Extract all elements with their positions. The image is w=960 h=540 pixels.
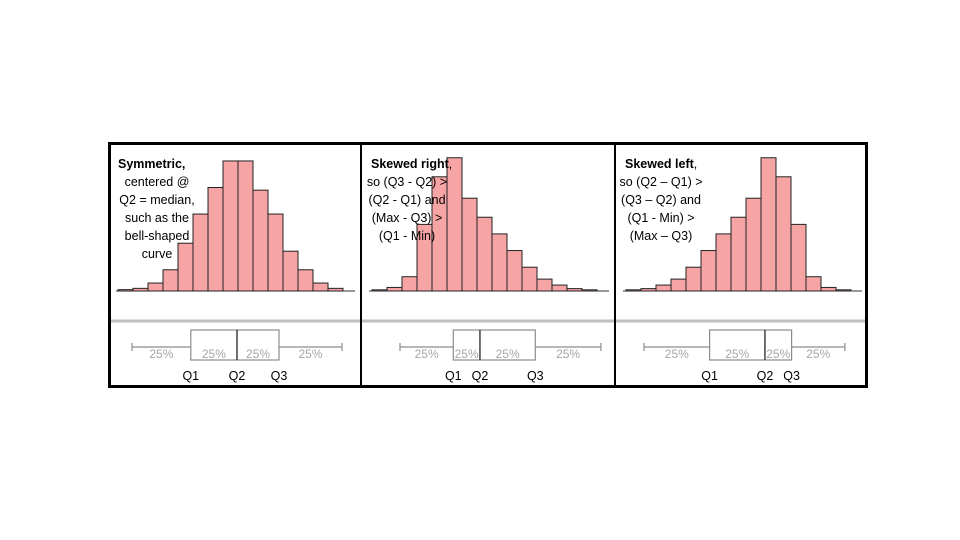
histogram-bar	[835, 289, 852, 292]
histogram-bar	[207, 187, 224, 292]
histogram-bar	[371, 289, 388, 292]
caption-line: curve	[142, 247, 173, 261]
caption-title-bold: Skewed left	[625, 157, 695, 171]
histogram-bar	[566, 288, 583, 292]
chart-panel-2: Skewed right,so (Q3 - Q2) >(Q2 - Q1) and…	[367, 157, 609, 383]
caption-title: Skewed left,	[625, 157, 697, 171]
chart-panel-1: Symmetric, centered @ Q2 = median, such as …	[116, 157, 355, 383]
quarter-percent-label: 25%	[202, 347, 226, 361]
box-iqr	[452, 329, 536, 361]
histogram-bar	[267, 213, 284, 292]
histogram-bar	[117, 289, 134, 292]
histogram-bar	[640, 288, 657, 292]
quarter-percent-label: 25%	[665, 347, 689, 361]
histogram-bar	[237, 160, 254, 292]
histogram-bar	[521, 266, 538, 292]
box-iqr	[190, 329, 280, 361]
histogram-bar	[461, 197, 478, 292]
histogram-bar	[297, 269, 314, 292]
caption-line: (Q2 - Q1) and	[368, 193, 445, 207]
histogram-bar	[401, 276, 418, 292]
quartile-label-q2: Q2	[472, 369, 489, 383]
outer-frame	[108, 142, 868, 388]
quartile-label-q3: Q3	[271, 369, 288, 383]
caption-line: centered @	[125, 175, 190, 189]
quarter-percent-label: 25%	[246, 347, 270, 361]
distribution-comparison-figure: Symmetric, centered @ Q2 = median, such as …	[108, 142, 868, 388]
caption-line: (Max – Q3)	[630, 229, 693, 243]
caption-title-rest: ,	[694, 157, 697, 171]
quartile-label-q1: Q1	[182, 369, 199, 383]
histogram-bar	[820, 286, 837, 292]
quarter-percent-label: 25%	[556, 347, 580, 361]
histogram-bar	[446, 157, 463, 292]
caption-title-bold: Skewed right	[371, 157, 450, 171]
caption-title-rest: ,	[449, 157, 452, 171]
quarter-percent-label: 25%	[455, 347, 479, 361]
figure-svg: Symmetric, centered @ Q2 = median, such as …	[108, 142, 868, 388]
histogram-bar	[760, 157, 777, 292]
caption-line: such as the	[125, 211, 189, 225]
histogram-bar	[655, 284, 672, 292]
histogram-bar	[745, 197, 762, 292]
histogram-bar	[252, 189, 269, 292]
histogram-bar	[162, 269, 179, 292]
quarter-percent-label: 25%	[806, 347, 830, 361]
histogram-bar	[581, 289, 598, 292]
caption-line: (Q1 - Min) >	[627, 211, 694, 225]
histogram-bar	[312, 282, 329, 292]
quarter-percent-label: 25%	[766, 347, 790, 361]
quartile-label-q3: Q3	[783, 369, 800, 383]
chart-panel-3: Skewed left, so (Q2 – Q1) > (Q3 – Q2) and (…	[619, 157, 862, 383]
histogram-bar	[730, 216, 747, 292]
caption-title: Skewed right,	[371, 157, 452, 171]
quarter-percent-label: 25%	[298, 347, 322, 361]
histogram-bar	[282, 250, 299, 292]
histogram-bar	[132, 287, 149, 292]
caption-line: (Q3 – Q2) and	[621, 193, 701, 207]
histogram-bar	[506, 250, 523, 292]
histogram-bar	[551, 284, 568, 292]
box-iqr	[708, 329, 793, 361]
caption-line: bell-shaped	[125, 229, 190, 243]
histogram-bar	[670, 278, 687, 292]
histogram-bar	[536, 278, 553, 292]
quarter-percent-label: 25%	[725, 347, 749, 361]
quartile-label-q3: Q3	[527, 369, 544, 383]
histogram-bar	[222, 160, 239, 292]
quartile-label-q1: Q1	[445, 369, 462, 383]
caption-line: (Max - Q3) >	[372, 211, 443, 225]
histogram-bar	[775, 176, 792, 292]
quartile-label-q1: Q1	[701, 369, 718, 383]
histogram-bar	[491, 233, 508, 292]
histogram-bar	[192, 213, 209, 292]
caption-line: (Q1 - Min)	[379, 229, 435, 243]
quartile-label-q2: Q2	[757, 369, 774, 383]
caption-title-bold: Symmetric,	[118, 157, 185, 171]
histogram-bar	[790, 223, 807, 292]
histogram-bar	[700, 250, 717, 292]
histogram-bar	[147, 282, 164, 292]
histogram-bar	[386, 286, 403, 292]
histogram-bar	[715, 233, 732, 292]
caption-line: Q2 = median,	[119, 193, 194, 207]
caption-line: so (Q2 – Q1) >	[619, 175, 702, 189]
quarter-percent-label: 25%	[496, 347, 520, 361]
histogram-bar	[476, 216, 493, 292]
quarter-percent-label: 25%	[415, 347, 439, 361]
caption-line: so (Q3 - Q2) >	[367, 175, 447, 189]
quarter-percent-label: 25%	[149, 347, 173, 361]
quartile-label-q2: Q2	[229, 369, 246, 383]
histogram-bar	[177, 242, 194, 292]
histogram-bar	[625, 289, 642, 292]
caption-title: Symmetric,	[118, 157, 185, 171]
histogram-bar	[685, 266, 702, 292]
histogram-bar	[805, 276, 822, 292]
histogram-bar	[327, 287, 344, 292]
